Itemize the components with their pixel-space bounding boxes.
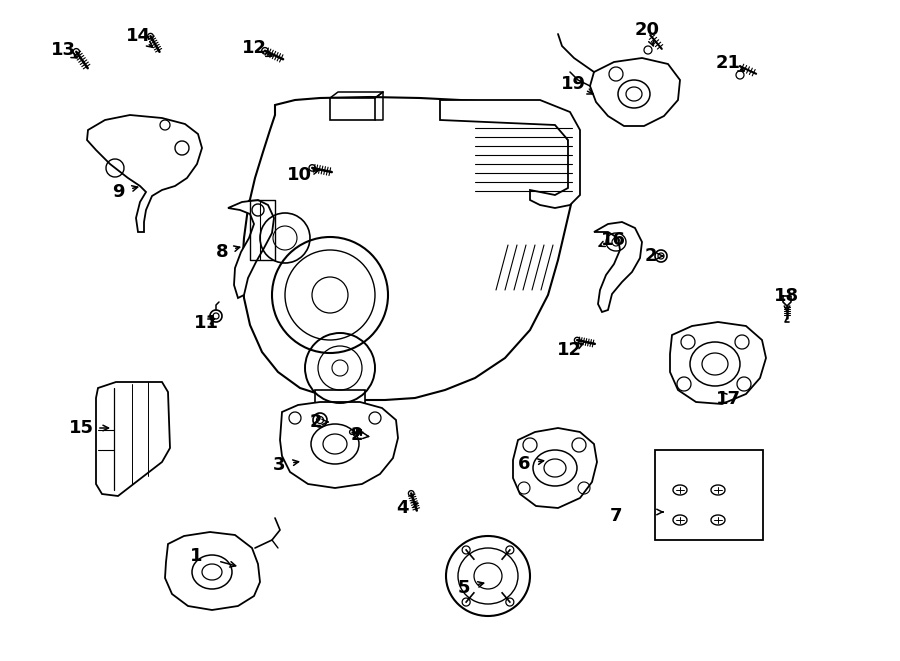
Polygon shape [315, 390, 365, 418]
Text: 15: 15 [68, 419, 94, 437]
Text: 20: 20 [634, 21, 660, 39]
Polygon shape [440, 100, 580, 208]
Text: 2: 2 [644, 247, 657, 265]
Text: 7: 7 [610, 507, 622, 525]
Polygon shape [330, 98, 375, 120]
Polygon shape [165, 532, 260, 610]
Bar [655, 450, 763, 540]
Polygon shape [228, 200, 274, 298]
Text: 1: 1 [190, 547, 203, 565]
Text: 12: 12 [556, 341, 581, 359]
Text: 8: 8 [216, 243, 229, 261]
Polygon shape [87, 115, 202, 232]
Text: 11: 11 [194, 314, 219, 332]
Text: 6: 6 [518, 455, 530, 473]
Text: 21: 21 [716, 54, 741, 72]
Polygon shape [242, 97, 572, 400]
Text: 2: 2 [351, 426, 364, 444]
Polygon shape [96, 382, 170, 496]
Text: 14: 14 [125, 27, 150, 45]
Polygon shape [594, 222, 642, 312]
Text: 19: 19 [561, 75, 586, 93]
Text: 2: 2 [310, 413, 322, 431]
Polygon shape [513, 428, 597, 508]
Polygon shape [670, 322, 766, 404]
Text: 12: 12 [241, 39, 266, 57]
Text: 3: 3 [273, 456, 285, 474]
Text: 5: 5 [458, 579, 470, 597]
Polygon shape [280, 402, 398, 488]
Text: 9: 9 [112, 183, 124, 201]
Text: 10: 10 [286, 166, 311, 184]
Polygon shape [590, 58, 680, 126]
Text: 17: 17 [716, 390, 741, 408]
Text: 4: 4 [396, 499, 409, 517]
Text: 16: 16 [600, 231, 626, 249]
Text: 18: 18 [774, 287, 799, 305]
Text: 13: 13 [50, 41, 76, 59]
